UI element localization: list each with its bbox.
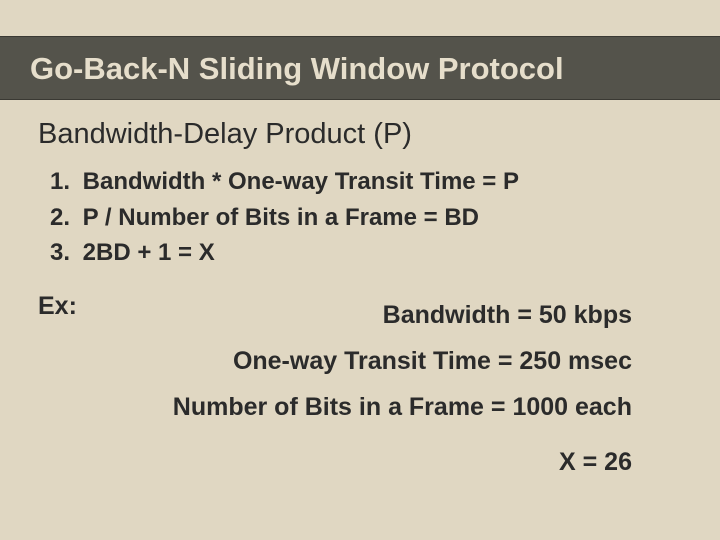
list-text: P / Number of Bits in a Frame = BD <box>83 204 479 231</box>
example-line: Number of Bits in a Frame = 1000 each <box>36 384 684 430</box>
slide-title: Go-Back-N Sliding Window Protocol <box>30 51 690 87</box>
example-line: X = 26 <box>36 439 684 485</box>
list-item: 3. 2BD + 1 = X <box>50 236 684 270</box>
example-line: One-way Transit Time = 250 msec <box>36 338 684 384</box>
list-number: 3. <box>50 236 76 270</box>
example-block: Ex: Bandwidth = 50 kbps One-way Transit … <box>36 292 684 485</box>
slide: Go-Back-N Sliding Window Protocol Bandwi… <box>0 36 720 540</box>
list-text: Bandwidth * One-way Transit Time = P <box>83 168 519 195</box>
title-band: Go-Back-N Sliding Window Protocol <box>0 36 720 100</box>
formula-list: 1. Bandwidth * One-way Transit Time = P … <box>50 165 684 270</box>
example-label: Ex: <box>38 292 77 321</box>
list-item: 1. Bandwidth * One-way Transit Time = P <box>50 165 684 199</box>
list-number: 1. <box>50 165 76 199</box>
subtitle: Bandwidth-Delay Product (P) <box>38 118 684 151</box>
list-number: 2. <box>50 201 76 235</box>
content-area: Bandwidth-Delay Product (P) 1. Bandwidth… <box>0 100 720 485</box>
list-text: 2BD + 1 = X <box>83 239 215 266</box>
list-item: 2. P / Number of Bits in a Frame = BD <box>50 201 684 235</box>
example-line: Bandwidth = 50 kbps <box>36 292 684 338</box>
